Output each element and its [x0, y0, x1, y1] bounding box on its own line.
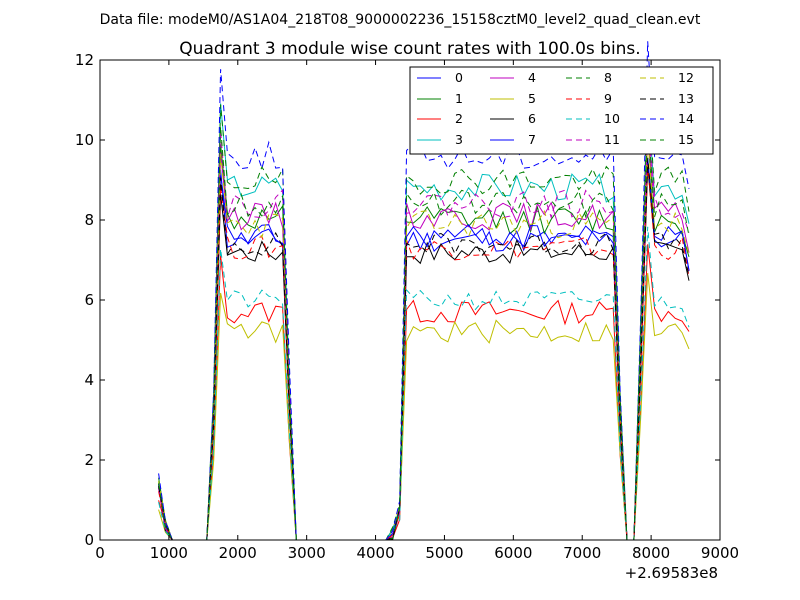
series-lines — [158, 41, 690, 541]
x-tick-label: 9000 — [701, 544, 739, 562]
x-tick-label: 5000 — [425, 544, 463, 562]
legend-label-11: 11 — [604, 132, 620, 147]
x-tick-label: 0 — [95, 544, 105, 562]
y-tick-label: 12 — [75, 51, 94, 69]
series-line-4 — [158, 128, 690, 541]
legend-label-13: 13 — [678, 91, 694, 106]
series-line-11 — [158, 115, 690, 541]
x-tick-label: 7000 — [563, 544, 601, 562]
legend-label-0: 0 — [455, 70, 463, 85]
y-tick-label: 6 — [84, 291, 94, 309]
chart-title: Quadrant 3 module wise count rates with … — [179, 39, 640, 59]
x-axis: 0 1000 2000 3000 4000 5000 6000 7000 8000 9000 — [95, 60, 739, 562]
legend-label-10: 10 — [604, 111, 620, 126]
series-line-15 — [158, 114, 690, 541]
x-tick-label: 4000 — [356, 544, 394, 562]
legend-label-6: 6 — [528, 111, 536, 126]
series-line-6 — [158, 166, 690, 541]
x-tick-label: 3000 — [288, 544, 326, 562]
x-tick-label: 6000 — [494, 544, 532, 562]
legend-label-4: 4 — [528, 70, 536, 85]
series-line-1 — [158, 130, 690, 541]
y-tick-label: 4 — [84, 371, 94, 389]
series-line-0 — [158, 160, 690, 541]
series-line-13 — [158, 158, 690, 541]
series-line-7 — [158, 157, 690, 541]
legend-label-7: 7 — [528, 132, 536, 147]
y-tick-label: 8 — [84, 211, 94, 229]
chart-suptitle: Data file: modeM0/AS1A04_218T08_90000022… — [100, 12, 701, 28]
legend-label-3: 3 — [455, 132, 463, 147]
y-tick-label: 10 — [75, 131, 94, 149]
y-tick-label: 2 — [84, 451, 94, 469]
series-line-2 — [158, 244, 690, 541]
series-line-5 — [158, 273, 690, 541]
series-line-9 — [158, 164, 690, 541]
legend-label-8: 8 — [604, 70, 612, 85]
series-line-8 — [158, 81, 690, 541]
legend-label-5: 5 — [528, 91, 536, 106]
legend-label-2: 2 — [455, 111, 463, 126]
series-line-10 — [158, 226, 690, 541]
legend-label-15: 15 — [678, 132, 694, 147]
series-line-12 — [158, 136, 690, 541]
legend-label-12: 12 — [678, 70, 694, 85]
legend-label-14: 14 — [678, 111, 694, 126]
series-line-3 — [158, 97, 690, 541]
x-axis-offset-label: +2.69583e8 — [625, 564, 718, 582]
y-tick-label: 0 — [84, 531, 94, 549]
legend-label-1: 1 — [455, 91, 463, 106]
x-tick-label: 8000 — [632, 544, 670, 562]
series-line-14 — [158, 41, 690, 541]
x-tick-label: 1000 — [150, 544, 188, 562]
legend-label-9: 9 — [604, 91, 612, 106]
x-tick-label: 2000 — [219, 544, 257, 562]
